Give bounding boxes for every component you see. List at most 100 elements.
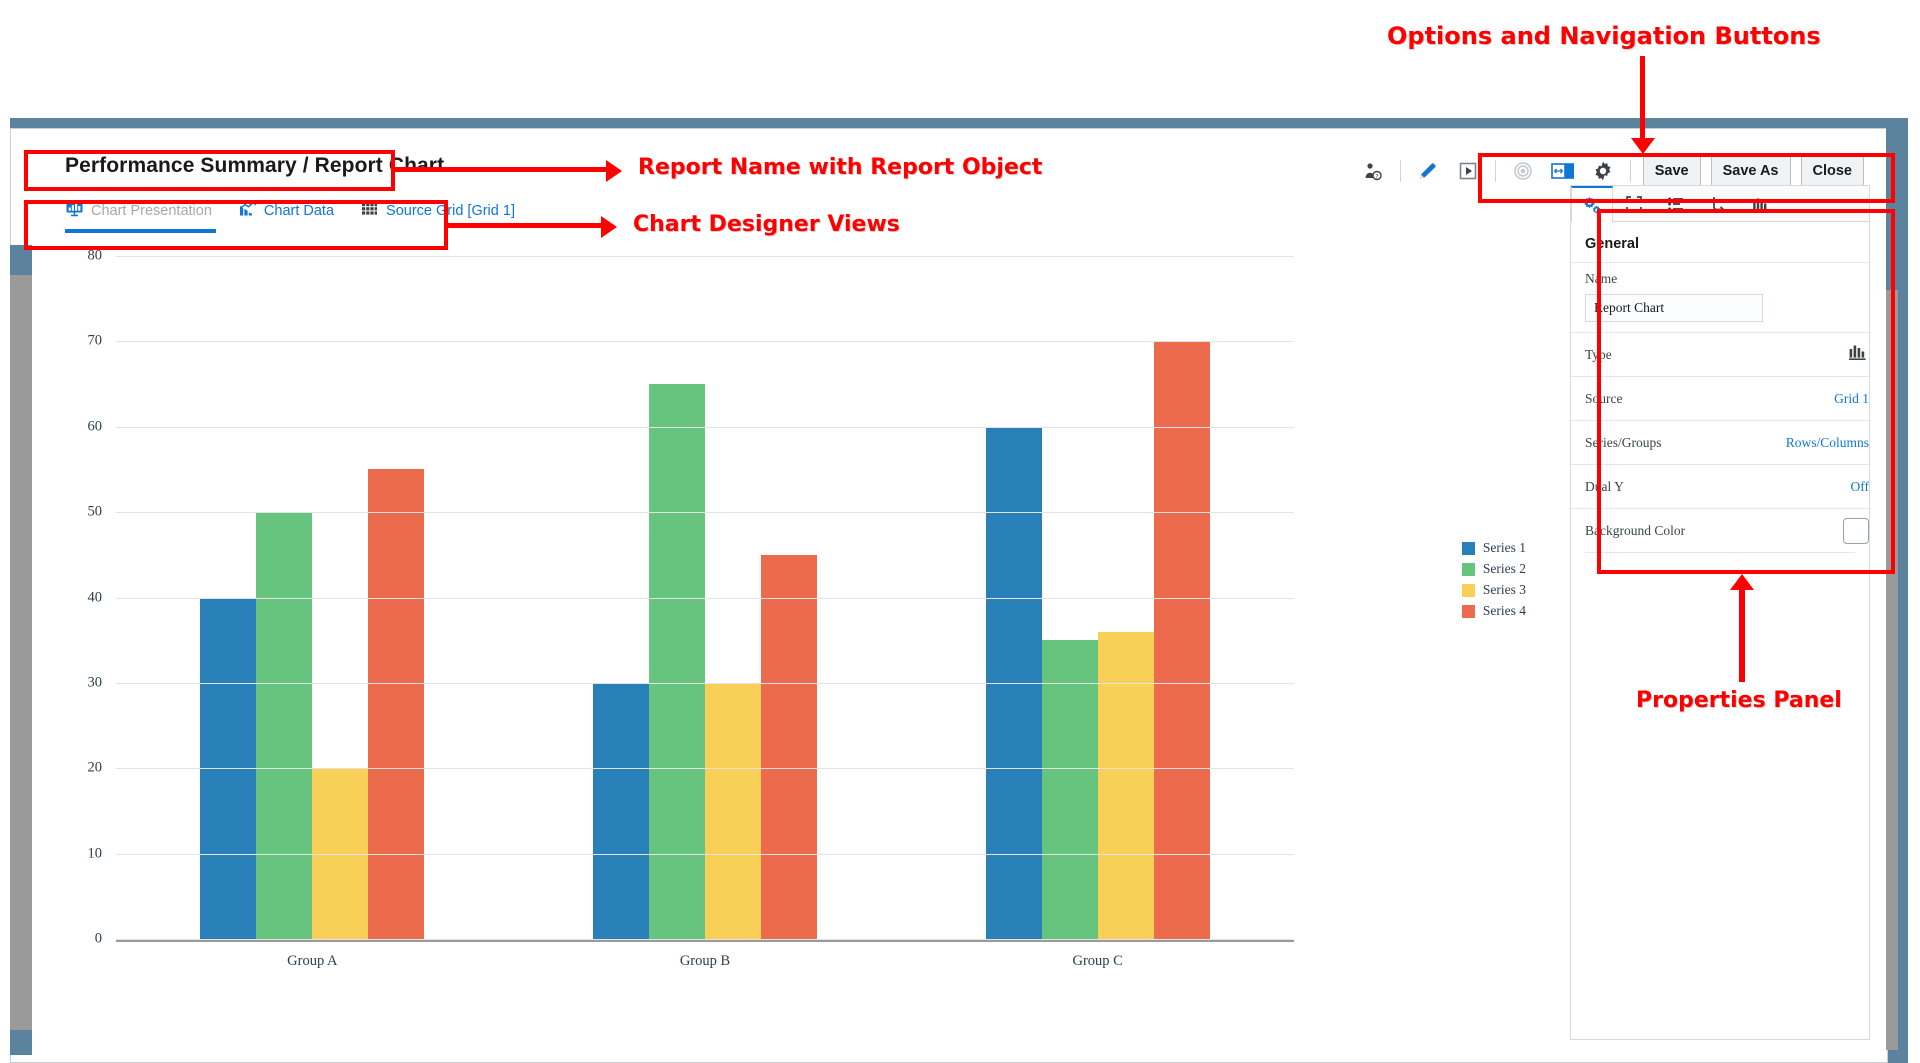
annotation-properties-line xyxy=(1739,590,1745,682)
properties-list-end-divider xyxy=(1585,552,1855,553)
annotation-view-tabs-line xyxy=(445,223,605,228)
toolbar-divider xyxy=(1629,160,1631,182)
save-as-button[interactable]: Save As xyxy=(1710,156,1791,186)
properties-tab-series[interactable] xyxy=(1739,186,1781,221)
edit-pencil-icon[interactable] xyxy=(1413,156,1443,186)
tab-source-grid[interactable]: Source Grid [Grid 1] xyxy=(360,199,515,231)
annotation-options-nav-line xyxy=(1640,56,1645,142)
save-button[interactable]: Save xyxy=(1642,156,1701,186)
legend-label: Series 2 xyxy=(1482,561,1526,576)
source-value[interactable]: Grid 1 xyxy=(1834,390,1869,406)
y-axis-tick-label: 40 xyxy=(87,589,103,605)
dual-y-label: Dual Y xyxy=(1585,478,1624,494)
legend-item[interactable]: Series 3 xyxy=(1461,582,1526,598)
x-axis-group-label: Group A xyxy=(287,953,338,969)
y-axis-tick-label: 0 xyxy=(94,930,102,947)
series-groups-label: Series/Groups xyxy=(1585,434,1662,450)
legend-item[interactable]: Series 1 xyxy=(1461,540,1526,556)
chart-bar[interactable] xyxy=(761,554,817,939)
left-scrollbar-track[interactable] xyxy=(10,275,32,1030)
chart-gridline: 10 xyxy=(88,845,1294,861)
line-chart-icon xyxy=(238,199,257,223)
chart-bar[interactable] xyxy=(1041,640,1098,939)
run-play-icon[interactable] xyxy=(1453,156,1483,186)
chart-gridline: 30 xyxy=(88,674,1294,690)
properties-panel: General Name Type xyxy=(1570,185,1870,1040)
legend-label: Series 3 xyxy=(1482,582,1526,597)
chart-gridline: 40 xyxy=(88,589,1294,605)
properties-tab-general[interactable] xyxy=(1571,186,1613,222)
chart-bar[interactable] xyxy=(705,682,761,939)
toolbar-divider xyxy=(1494,160,1496,182)
y-axis-tick-label: 60 xyxy=(87,418,103,435)
chart-gridline: 50 xyxy=(88,504,1294,520)
legend-item[interactable]: Series 4 xyxy=(1461,603,1526,619)
tab-chart-data[interactable]: Chart Data xyxy=(238,199,334,231)
tab-source-grid-label: Source Grid [Grid 1] xyxy=(386,203,515,219)
chart-designer-view-tabs: Chart Presentation Chart Data xyxy=(65,195,515,233)
background-color-label: Background Color xyxy=(1585,522,1686,538)
chart-bar[interactable] xyxy=(649,384,705,939)
legend-swatch xyxy=(1461,583,1475,597)
y-axis-tick-label: 10 xyxy=(87,845,103,862)
user-permissions-icon[interactable]: ? xyxy=(1358,156,1388,186)
legend-swatch xyxy=(1461,604,1475,618)
y-axis-tick-label: 50 xyxy=(87,503,103,520)
property-row-dual-y[interactable]: Dual Y Off xyxy=(1571,464,1869,508)
left-rail-bottom-cap xyxy=(10,1030,32,1055)
series-groups-value[interactable]: Rows/Columns xyxy=(1785,434,1869,450)
chart-bar[interactable] xyxy=(1097,631,1154,939)
chart-bar[interactable] xyxy=(256,512,313,939)
chart-gridline: 0 xyxy=(95,931,1294,947)
annotation-options-nav-text: Options and Navigation Buttons xyxy=(1387,22,1821,50)
chart-gridline: 80 xyxy=(88,248,1294,264)
chart-plot-area: Group A Group B Group C 80 70 60 50 40 30 20 10 0 xyxy=(88,248,1294,969)
legend-label: Series 4 xyxy=(1482,603,1526,618)
chart-bar[interactable] xyxy=(1153,341,1210,939)
tab-chart-data-label: Chart Data xyxy=(263,203,335,219)
properties-tab-list[interactable] xyxy=(1655,186,1697,221)
chart-gridline: 70 xyxy=(88,333,1294,349)
fit-width-icon[interactable] xyxy=(1548,156,1578,186)
legend-swatch xyxy=(1461,541,1475,555)
page-title: Performance Summary / Report Chart xyxy=(65,154,445,177)
chart-bar[interactable] xyxy=(368,469,425,939)
property-field-name: Name xyxy=(1571,262,1869,332)
annotation-report-name-line xyxy=(392,167,610,172)
annotation-report-name-text: Report Name with Report Object xyxy=(638,155,1043,180)
left-rail-top-cap xyxy=(10,245,32,275)
properties-section-title: General xyxy=(1585,236,1639,252)
chart-gridline: 60 xyxy=(88,418,1294,434)
right-rail-top-cap xyxy=(1886,128,1898,290)
background-color-swatch[interactable] xyxy=(1843,517,1869,544)
chart-presentation-area: Group A Group B Group C 80 70 60 50 40 30 20 10 0 … xyxy=(54,240,1554,1000)
chart-designer-app: Performance Summary / Report Chart ? xyxy=(32,140,1886,1055)
annotation-properties-arrowhead xyxy=(1730,574,1754,590)
properties-tab-layout[interactable] xyxy=(1613,186,1655,221)
tab-chart-presentation-label: Chart Presentation xyxy=(91,203,212,219)
close-button[interactable]: Close xyxy=(1800,156,1864,186)
legend-label: Series 1 xyxy=(1482,540,1526,555)
annotation-options-nav-arrowhead xyxy=(1631,138,1655,154)
property-row-type[interactable]: Type xyxy=(1571,332,1869,376)
chart-legend: Series 1 Series 2 Series 3 Series 4 xyxy=(1461,540,1526,619)
name-field-label: Name xyxy=(1585,271,1618,286)
tab-chart-presentation[interactable]: Chart Presentation xyxy=(65,199,216,233)
y-axis-tick-label: 80 xyxy=(87,247,103,264)
chart-type-bar-icon[interactable] xyxy=(1847,341,1869,368)
chart-bar[interactable] xyxy=(593,682,649,939)
property-row-background-color[interactable]: Background Color xyxy=(1571,508,1869,552)
properties-tab-axis[interactable] xyxy=(1697,186,1739,221)
dual-y-value[interactable]: Off xyxy=(1850,478,1870,494)
property-row-source[interactable]: Source Grid 1 xyxy=(1571,376,1869,420)
property-row-series-groups[interactable]: Series/Groups Rows/Columns xyxy=(1571,420,1869,464)
properties-tab-bar xyxy=(1571,186,1869,222)
right-scrollbar-track[interactable] xyxy=(1886,290,1898,1050)
grid-dots-icon xyxy=(360,199,379,223)
source-label: Source xyxy=(1585,390,1623,406)
settings-gear-icon[interactable] xyxy=(1588,156,1618,186)
record-target-icon[interactable] xyxy=(1508,156,1538,186)
name-input[interactable] xyxy=(1585,294,1763,322)
chart-gridline: 20 xyxy=(88,760,1294,776)
legend-item[interactable]: Series 2 xyxy=(1461,561,1526,577)
